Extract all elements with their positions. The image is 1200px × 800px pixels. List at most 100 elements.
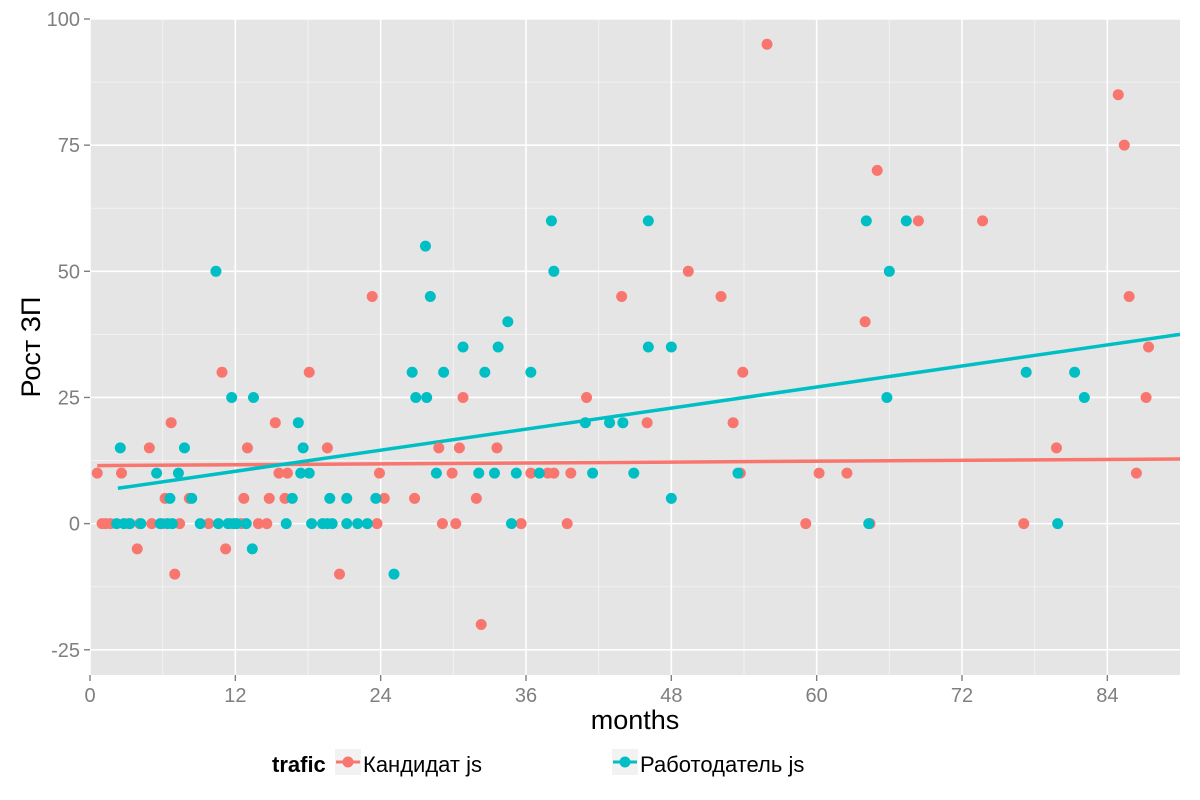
- data-point-series-1: [378, 492, 390, 504]
- data-point-series-2: [617, 417, 629, 429]
- x-tick-label: 24: [370, 685, 392, 707]
- data-point-series-2: [341, 518, 353, 530]
- data-point-series-2: [505, 518, 517, 530]
- data-points: [91, 38, 1155, 631]
- data-point-series-1: [616, 291, 628, 303]
- data-point-series-2: [114, 442, 126, 454]
- data-point-series-1: [641, 417, 653, 429]
- data-point-series-1: [303, 366, 315, 378]
- x-tick-label: 84: [1096, 685, 1118, 707]
- data-point-series-2: [883, 265, 895, 277]
- data-point-series-2: [194, 518, 206, 530]
- data-point-series-2: [410, 391, 422, 403]
- data-point-series-2: [548, 265, 560, 277]
- data-point-series-2: [665, 341, 677, 353]
- data-point-series-1: [281, 467, 293, 479]
- data-point-series-1: [491, 442, 503, 454]
- data-point-series-1: [333, 568, 345, 580]
- data-point-series-1: [457, 391, 469, 403]
- data-point-series-2: [579, 417, 591, 429]
- data-point-series-2: [210, 265, 222, 277]
- data-point-series-2: [178, 442, 190, 454]
- legend-title: trafic: [272, 752, 326, 777]
- data-point-series-2: [457, 341, 469, 353]
- data-point-series-2: [286, 492, 298, 504]
- data-point-series-2: [502, 316, 514, 328]
- data-point-series-2: [421, 391, 433, 403]
- data-point-series-1: [871, 164, 883, 176]
- data-point-series-2: [306, 518, 318, 530]
- data-point-series-2: [186, 492, 198, 504]
- data-point-series-2: [212, 518, 224, 530]
- data-point-series-2: [1020, 366, 1032, 378]
- data-point-series-1: [800, 518, 812, 530]
- data-point-series-2: [510, 467, 522, 479]
- data-point-series-1: [241, 442, 253, 454]
- data-point-series-2: [295, 467, 307, 479]
- legend-label: Кандидат js: [363, 752, 482, 777]
- data-point-series-1: [269, 417, 281, 429]
- data-point-series-2: [326, 518, 338, 530]
- plot-panel: [90, 19, 1180, 675]
- data-point-series-1: [453, 442, 465, 454]
- trend-line-series-2: [117, 332, 1181, 491]
- data-point-series-1: [1018, 518, 1030, 530]
- legend-key-point: [342, 756, 354, 768]
- data-point-series-1: [143, 442, 155, 454]
- data-point-series-1: [238, 492, 250, 504]
- data-point-series-2: [164, 492, 176, 504]
- data-point-series-1: [761, 38, 773, 50]
- data-point-series-1: [841, 467, 853, 479]
- data-point-series-1: [682, 265, 694, 277]
- data-point-series-1: [273, 467, 285, 479]
- data-point-series-1: [1050, 442, 1062, 454]
- data-point-series-2: [124, 518, 136, 530]
- data-point-series-2: [370, 492, 382, 504]
- x-tick-label: 60: [806, 685, 828, 707]
- data-point-series-1: [1143, 341, 1155, 353]
- data-point-series-1: [373, 467, 385, 479]
- y-tick-label: 0: [69, 514, 80, 536]
- data-point-series-1: [715, 291, 727, 303]
- y-tick-label: 25: [58, 387, 80, 409]
- data-point-series-1: [1140, 391, 1152, 403]
- data-point-series-2: [1052, 518, 1064, 530]
- data-point-series-2: [361, 518, 373, 530]
- data-point-series-2: [1069, 366, 1081, 378]
- x-tick-label: 72: [951, 685, 973, 707]
- data-point-series-2: [406, 366, 418, 378]
- grid-lines: [89, 18, 1180, 675]
- data-point-series-1: [366, 291, 378, 303]
- data-point-series-1: [203, 518, 215, 530]
- data-point-series-2: [135, 518, 147, 530]
- y-tick-label: 100: [47, 9, 80, 31]
- data-point-series-1: [1112, 89, 1124, 101]
- x-tick-label: 48: [660, 685, 682, 707]
- x-tick-label: 36: [515, 685, 537, 707]
- data-point-series-1: [813, 467, 825, 479]
- data-point-series-2: [863, 518, 875, 530]
- y-tick-label: -25: [51, 640, 80, 662]
- data-point-series-2: [324, 492, 336, 504]
- data-point-series-2: [248, 391, 259, 403]
- data-point-series-2: [280, 518, 292, 530]
- data-point-series-1: [859, 316, 871, 328]
- data-point-series-1: [263, 492, 275, 504]
- data-point-series-1: [261, 518, 273, 530]
- data-point-series-2: [388, 568, 400, 580]
- data-point-series-2: [642, 341, 654, 353]
- x-tick-label: 0: [84, 685, 95, 707]
- legend-key-point: [619, 756, 631, 768]
- data-point-series-2: [665, 492, 677, 504]
- data-point-series-2: [352, 518, 364, 530]
- data-point-series-1: [515, 518, 527, 530]
- data-point-series-1: [561, 518, 573, 530]
- data-point-series-2: [732, 467, 744, 479]
- data-point-series-1: [436, 518, 448, 530]
- data-point-series-2: [151, 467, 163, 479]
- data-point-series-1: [727, 417, 739, 429]
- y-tick-label: 75: [58, 135, 80, 157]
- axes: 0 12 24 36 48 60 72 84 -25 0 25 50 75 100: [47, 9, 1119, 707]
- data-point-series-2: [1078, 391, 1090, 403]
- data-point-series-2: [297, 442, 309, 454]
